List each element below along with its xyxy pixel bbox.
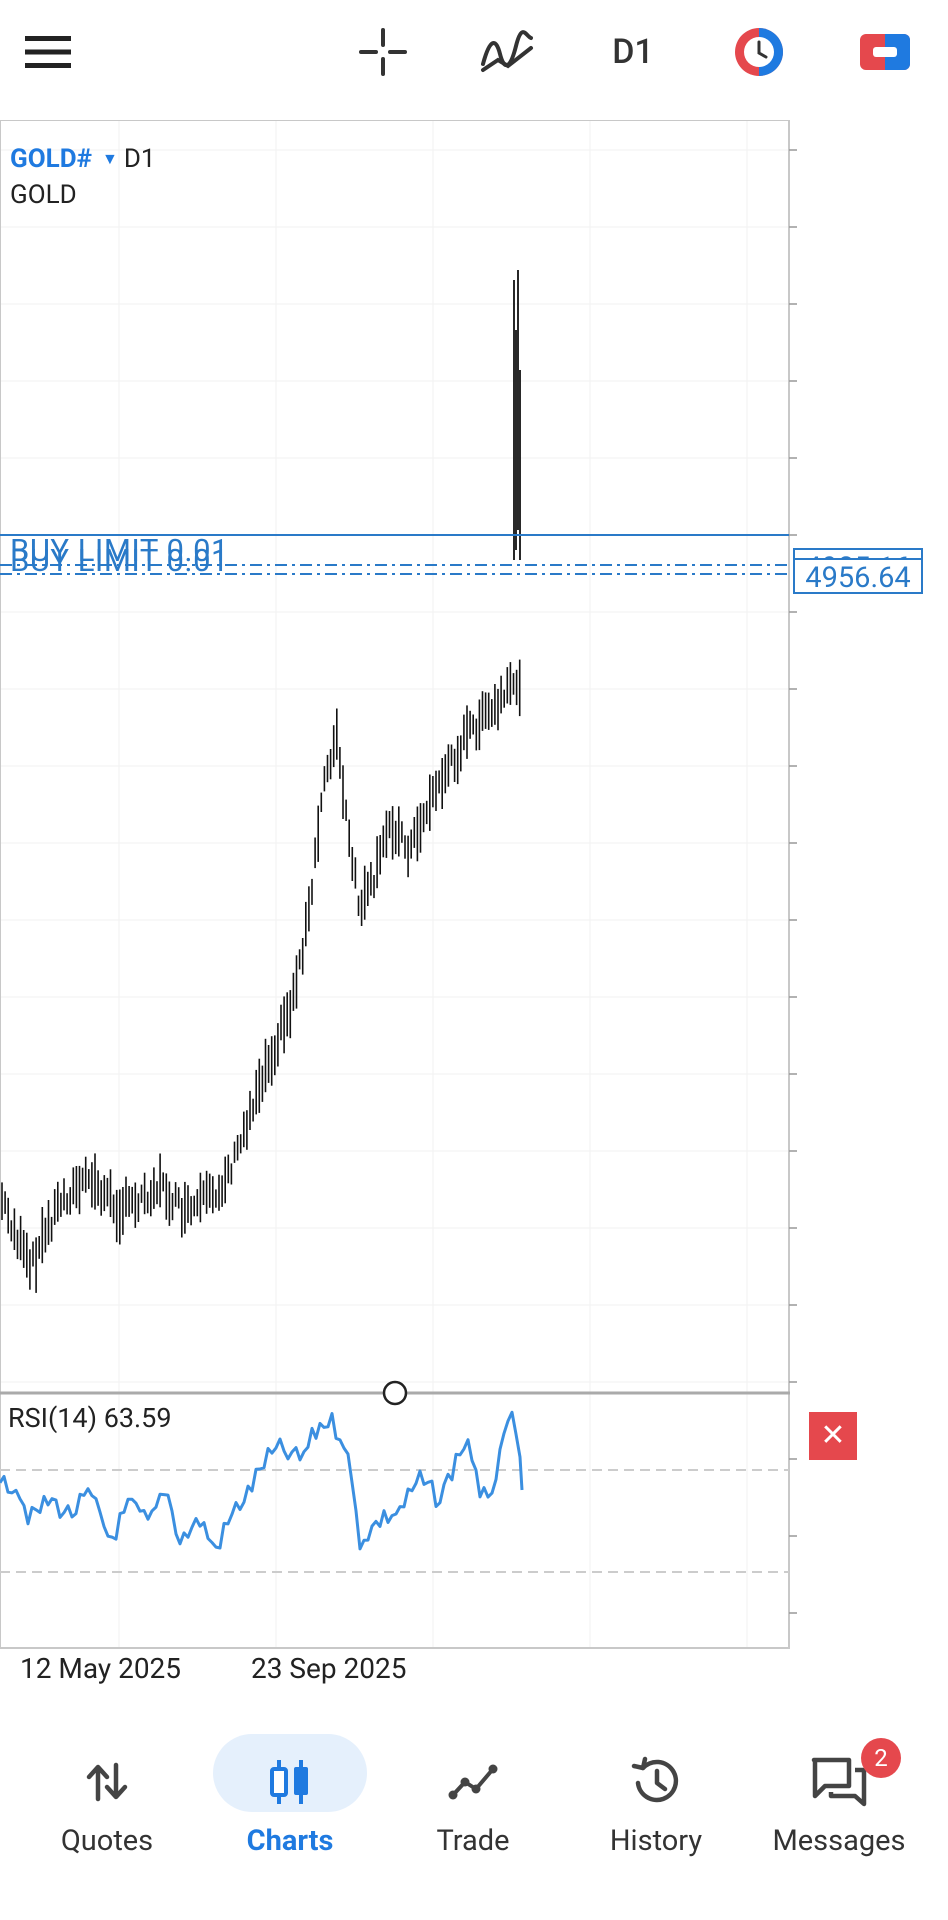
nav-charts[interactable]: Charts: [200, 1720, 380, 1920]
hamburger-menu-icon: [25, 36, 71, 68]
nav-history[interactable]: History: [566, 1720, 746, 1920]
price-chart[interactable]: [0, 120, 948, 1700]
symbol-description: GOLD: [10, 180, 77, 210]
date-label-1: 12 May 2025: [20, 1652, 182, 1685]
nav-quotes-label: Quotes: [60, 1824, 154, 1858]
nav-trade[interactable]: Trade: [383, 1720, 563, 1920]
price-axis-ticks: [789, 149, 797, 1614]
top-toolbar: D1: [0, 0, 948, 104]
messages-badge: 2: [861, 1738, 901, 1778]
trade-panel-button[interactable]: [850, 22, 920, 82]
nav-trade-label: Trade: [436, 1824, 510, 1858]
trade-panel-icon: [860, 34, 910, 70]
history-clock-icon: [631, 1756, 679, 1803]
bottom-navigation: Quotes Charts Trade: [0, 1720, 948, 1920]
charts-candles-icon: [270, 1760, 308, 1804]
nav-active-indicator: [213, 1734, 367, 1812]
trade-trend-icon: [448, 1764, 498, 1800]
order-price-tag-2[interactable]: 4956.64: [793, 558, 923, 595]
menu-button[interactable]: [14, 22, 82, 82]
clock-icon: [735, 28, 783, 76]
nav-charts-label: Charts: [246, 1824, 334, 1858]
chart-frame: [0, 120, 790, 1649]
messages-chat-icon: [811, 1757, 867, 1807]
symbol-name[interactable]: GOLD#: [10, 144, 93, 174]
symbol-header[interactable]: GOLD# ▼ D1: [10, 144, 156, 174]
rsi-line: [0, 1410, 524, 1551]
date-label-2: 23 Sep 2025: [251, 1652, 407, 1685]
crosshair-button[interactable]: [350, 22, 416, 82]
rsi-close-button[interactable]: ✕: [809, 1412, 857, 1460]
symbol-dropdown-icon[interactable]: ▼: [102, 149, 118, 168]
chart-area[interactable]: GOLD# ▼ D1 GOLD BUY LIMIT 0.01 BUY LIMIT 0…: [0, 120, 948, 1700]
timeframe-button[interactable]: D1: [612, 32, 654, 72]
order-label-2[interactable]: BUY LIMIT 0.01: [10, 542, 229, 579]
crosshair-icon: [359, 28, 407, 76]
indicators-icon: [481, 30, 533, 72]
panel-resize-handle[interactable]: [382, 1380, 408, 1406]
nav-messages[interactable]: 2 Messages: [749, 1720, 929, 1920]
nav-messages-label: Messages: [772, 1824, 906, 1858]
nav-quotes[interactable]: Quotes: [17, 1720, 197, 1920]
price-candles: [1, 270, 521, 1293]
order-label-1[interactable]: BUY LIMIT 0.01: [10, 532, 229, 569]
symbol-timeframe: D1: [123, 144, 156, 174]
indicators-button[interactable]: [474, 22, 540, 82]
quotes-arrows-icon: [86, 1762, 128, 1802]
nav-history-label: History: [609, 1824, 703, 1858]
timeframes-button[interactable]: [726, 22, 792, 82]
rsi-label: RSI(14) 63.59: [8, 1402, 172, 1434]
